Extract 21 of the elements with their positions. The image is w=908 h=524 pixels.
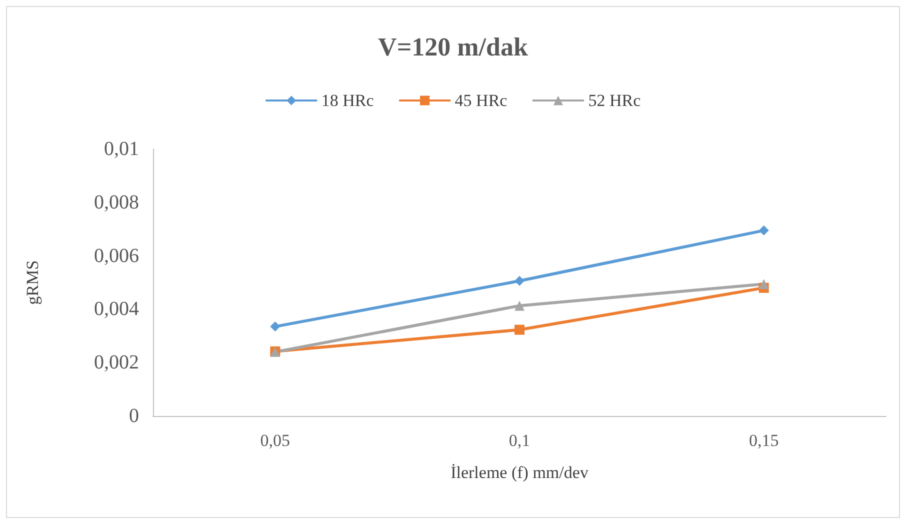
x-axis-title: İlerleme (f) mm/dev (450, 463, 589, 482)
point (758, 279, 769, 290)
point (270, 322, 280, 332)
point (514, 276, 524, 286)
point (514, 324, 524, 335)
legend-label: 45 HRc (454, 91, 508, 110)
y-tick-label: 0,008 (94, 191, 139, 214)
y-tick-label: 0,002 (94, 352, 139, 374)
x-tick-label: 0,15 (748, 431, 779, 450)
y-axis-title: gRMS (23, 260, 42, 305)
legend-label: 52 HRc (588, 91, 642, 110)
x-tick-label: 0,05 (260, 431, 290, 450)
point (514, 300, 524, 311)
y-tick-label: 0,006 (94, 244, 139, 267)
y-tick-label: 0 (129, 405, 139, 427)
y-tick-label: 0,01 (104, 138, 139, 160)
legend-label: 18 HRc (321, 91, 374, 110)
x-tick-label: 0,1 (508, 431, 530, 450)
point (758, 225, 769, 236)
chart-title: V=120 m/dak (378, 32, 528, 62)
y-tick-label: 0,004 (94, 298, 139, 320)
